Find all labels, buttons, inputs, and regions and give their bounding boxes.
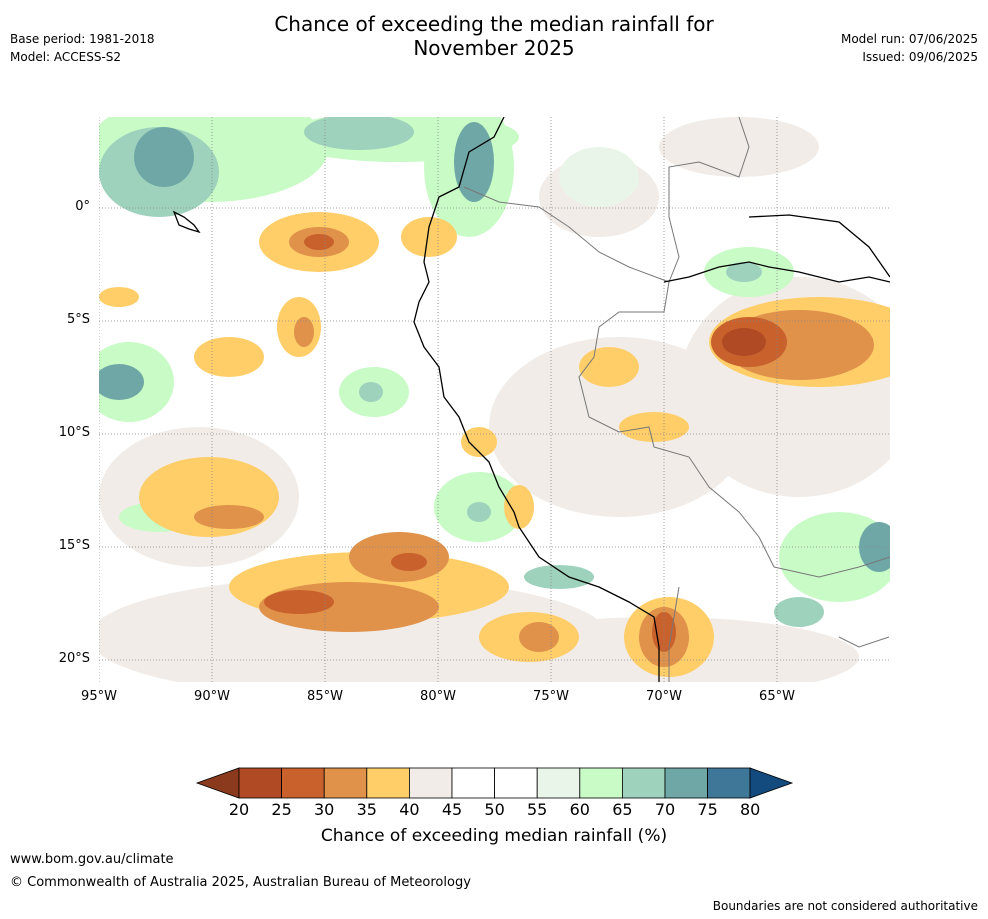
- base-period: Base period: 1981-2018: [10, 32, 155, 46]
- lon-label: 70°W: [646, 689, 682, 704]
- lat-label: 10°S: [58, 425, 90, 440]
- colorbar-tick-label: 65: [612, 800, 633, 819]
- colorbar-bin: [707, 767, 751, 799]
- colorbar-bin: [664, 767, 708, 799]
- colorbar-tick-label: 30: [314, 800, 335, 819]
- lat-label: 5°S: [66, 312, 90, 327]
- country-borders: [463, 117, 890, 682]
- colorbar-bin: [408, 767, 453, 799]
- colorbar-tick-label: 35: [356, 800, 377, 819]
- title-line-1: Chance of exceeding the median rainfall …: [274, 12, 714, 36]
- lon-label: 85°W: [307, 689, 343, 704]
- meta-left: Base period: 1981-2018 Model: ACCESS-S2: [10, 30, 155, 66]
- lon-label: 75°W: [533, 689, 569, 704]
- graticule: [99, 117, 890, 682]
- lon-label: 80°W: [420, 689, 456, 704]
- colorbar-tick-label: 50: [484, 800, 505, 819]
- colorbar-tick-label: 70: [654, 800, 676, 819]
- title-line-2: November 2025: [413, 36, 575, 60]
- colorbar-under-arrow: [195, 767, 240, 799]
- colorbar-tick-label: 55: [527, 800, 548, 819]
- colorbar-tick-label: 20: [228, 800, 250, 819]
- meta-right: Model run: 07/06/2025 Issued: 09/06/2025: [841, 30, 978, 66]
- map-title: Chance of exceeding the median rainfall …: [0, 12, 988, 60]
- coastline: [172, 117, 890, 682]
- lat-label: 20°S: [58, 651, 90, 666]
- model-run: Model run: 07/06/2025: [840, 32, 978, 46]
- colorbar-over-arrow: [749, 767, 794, 799]
- boundary-disclaimer: Boundaries are not considered authoritat…: [712, 899, 978, 913]
- website-url[interactable]: www.bom.gov.au/climate: [10, 852, 174, 867]
- lat-label: 15°S: [58, 538, 90, 553]
- colorbar-bin: [451, 767, 495, 799]
- colorbar-bin: [536, 767, 581, 799]
- colorbar-bin: [621, 767, 666, 799]
- colorbar-tick-label: 60: [569, 800, 590, 819]
- lat-label: 0°: [75, 199, 90, 214]
- colorbar-bin: [494, 767, 538, 799]
- colorbar-tick-label: 80: [740, 800, 761, 819]
- lon-label: 95°W: [81, 689, 117, 704]
- issued-date: Issued: 09/06/2025: [862, 50, 978, 64]
- copyright-notice: © Commonwealth of Australia 2025, Austra…: [10, 875, 471, 890]
- lon-label: 65°W: [759, 689, 795, 704]
- colorbar-bin: [281, 767, 325, 799]
- lon-label: 90°W: [194, 689, 230, 704]
- colorbar: [195, 767, 794, 799]
- model-name: Model: ACCESS-S2: [10, 50, 122, 64]
- colorbar-bin: [323, 767, 368, 799]
- rainfall-map: [99, 117, 890, 682]
- colorbar-tick-label: 40: [399, 800, 420, 819]
- colorbar-bin: [579, 767, 623, 799]
- green-regions: [99, 117, 890, 627]
- colorbar-bin: [366, 767, 410, 799]
- colorbar-title: Chance of exceeding median rainfall (%): [320, 826, 668, 846]
- colorbar-tick-label: 25: [271, 800, 292, 819]
- colorbar-tick-label: 45: [441, 800, 463, 819]
- orange-regions: [99, 212, 890, 677]
- colorbar-bins: [238, 767, 751, 799]
- colorbar-tick-label: 75: [697, 800, 718, 819]
- colorbar-bin: [238, 767, 282, 799]
